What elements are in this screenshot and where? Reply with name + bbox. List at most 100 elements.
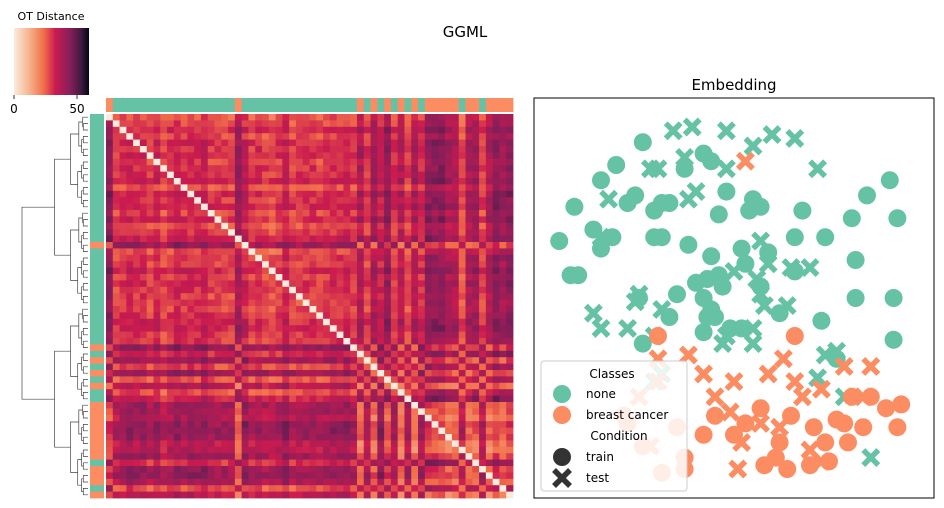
- heatmap-cell: [207, 242, 215, 249]
- heatmap-cell: [336, 350, 344, 358]
- heatmap-cell: [200, 152, 209, 160]
- heatmap-cell: [214, 478, 222, 486]
- heatmap-cell: [350, 350, 358, 358]
- heatmap-cell: [309, 331, 317, 339]
- heatmap-cell: [377, 248, 385, 256]
- heatmap-cell: [112, 440, 120, 448]
- heatmap-cell: [363, 370, 371, 377]
- heatmap-cell: [418, 152, 426, 160]
- heatmap-cell: [248, 370, 256, 377]
- heatmap-cell: [431, 427, 439, 435]
- heatmap-cell: [241, 299, 249, 307]
- heatmap-cell: [248, 453, 256, 460]
- heatmap-cell: [248, 248, 256, 256]
- heatmap-cell: [194, 338, 202, 345]
- heatmap-cell: [187, 114, 195, 121]
- heatmap-cell: [445, 114, 453, 121]
- heatmap-cell: [234, 350, 243, 358]
- heatmap-cell: [146, 350, 154, 358]
- column-class-cell: [397, 98, 405, 112]
- heatmap-cell: [499, 478, 507, 486]
- heatmap-cell: [370, 376, 378, 384]
- heatmap-cell: [160, 242, 168, 249]
- heatmap-cell: [302, 440, 310, 448]
- scatter-point-test: [808, 159, 828, 179]
- heatmap-cell: [262, 434, 270, 441]
- heatmap-cell: [268, 146, 276, 153]
- heatmap-cell: [126, 280, 134, 288]
- heatmap-cell: [173, 165, 182, 172]
- heatmap-cell: [363, 459, 371, 467]
- heatmap-cell: [465, 267, 473, 275]
- heatmap-cell: [241, 178, 249, 185]
- scatter-point-train: [709, 266, 728, 285]
- scatter-point-test: [754, 296, 774, 316]
- heatmap-cell: [119, 197, 127, 204]
- heatmap-cell: [485, 293, 494, 300]
- heatmap-cell: [228, 421, 236, 428]
- heatmap-cell: [126, 222, 134, 230]
- colorbar-gradient: [14, 28, 89, 95]
- heatmap-cell: [255, 222, 263, 230]
- heatmap-cell: [133, 478, 141, 486]
- heatmap-cell: [418, 248, 426, 256]
- heatmap-cell: [485, 357, 494, 364]
- heatmap-cell: [350, 133, 358, 140]
- heatmap-cell: [390, 427, 399, 435]
- heatmap-cell: [458, 306, 466, 313]
- heatmap-cell: [255, 376, 263, 384]
- heatmap-cell: [350, 139, 358, 147]
- heatmap-cell: [329, 338, 338, 345]
- heatmap-cell: [323, 312, 331, 320]
- heatmap-cell: [309, 286, 317, 294]
- heatmap-cell: [241, 210, 249, 217]
- heatmap-cell: [458, 139, 466, 147]
- heatmap-cell: [180, 376, 188, 384]
- heatmap-cell: [485, 274, 494, 281]
- heatmap-cell: [336, 472, 344, 480]
- heatmap-cell: [363, 197, 371, 204]
- heatmap-cell: [343, 216, 351, 224]
- heatmap-cell: [363, 325, 371, 332]
- heatmap-cell: [350, 325, 358, 332]
- heatmap-cell: [173, 382, 182, 390]
- heatmap-cell: [418, 363, 426, 371]
- heatmap-cell: [241, 280, 249, 288]
- heatmap-cell: [458, 197, 466, 204]
- heatmap-cell: [499, 344, 507, 352]
- heatmap-cell: [458, 370, 466, 377]
- heatmap-cell: [268, 440, 276, 448]
- heatmap-cell: [323, 280, 331, 288]
- heatmap-cell: [289, 126, 297, 134]
- heatmap-cell: [336, 222, 344, 230]
- heatmap-cell: [214, 402, 222, 409]
- heatmap-cell: [133, 363, 141, 371]
- column-class-cell: [248, 98, 256, 112]
- heatmap-cell: [397, 446, 405, 454]
- heatmap-cell: [180, 197, 188, 204]
- heatmap-cell: [275, 421, 283, 428]
- heatmap-cell: [343, 139, 351, 147]
- heatmap-cell: [323, 453, 331, 460]
- heatmap-cell: [438, 395, 446, 403]
- heatmap-cell: [248, 210, 256, 217]
- heatmap-cell: [336, 478, 344, 486]
- heatmap-cell: [343, 357, 351, 364]
- heatmap-cell: [404, 254, 412, 262]
- heatmap-cell: [268, 338, 276, 345]
- heatmap-cell: [363, 414, 371, 422]
- heatmap-cell: [465, 165, 473, 172]
- heatmap-cell: [228, 434, 236, 441]
- heatmap-cell: [214, 459, 222, 467]
- heatmap-cell: [167, 114, 175, 121]
- heatmap-cell: [329, 434, 338, 441]
- heatmap-cell: [438, 184, 446, 192]
- heatmap-cell: [329, 466, 338, 473]
- heatmap-cell: [309, 114, 317, 121]
- row-class-cell: [90, 478, 104, 486]
- heatmap-cell: [167, 248, 175, 256]
- heatmap-cell: [255, 408, 263, 416]
- heatmap-cell: [248, 293, 256, 300]
- heatmap-cell: [282, 261, 290, 268]
- heatmap-cell: [424, 363, 432, 371]
